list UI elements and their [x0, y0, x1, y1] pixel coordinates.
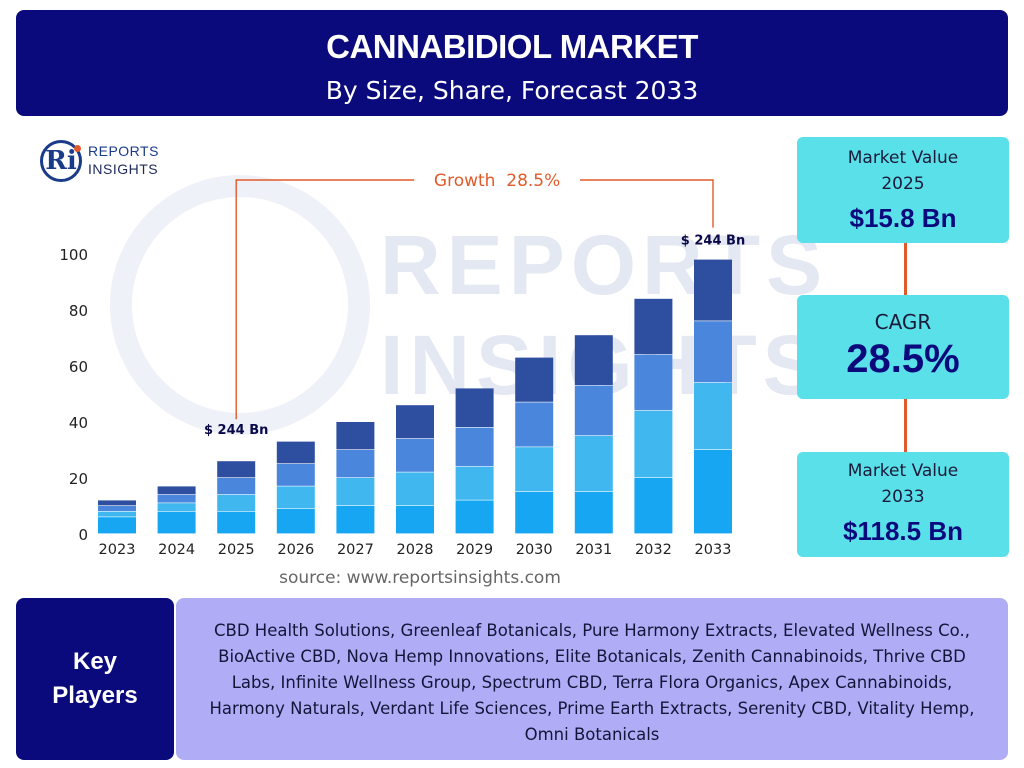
bar-segment [217, 478, 256, 495]
bar-segment [217, 494, 256, 511]
bar-segment [157, 511, 196, 534]
key-players-label-line2: Players [52, 682, 138, 709]
bar-segment [336, 478, 375, 506]
cagr-value: 28.5% [846, 337, 960, 381]
bar-series [98, 259, 732, 534]
end-value-label: $ 244 Bn [681, 234, 745, 249]
x-tick-label: 2031 [575, 542, 612, 558]
x-tick-label: 2024 [158, 542, 195, 558]
bar-segment [336, 450, 375, 478]
growth-bracket-left [235, 179, 415, 420]
growth-bracket-right [580, 179, 714, 228]
bar-segment [98, 506, 136, 511]
bar-segment [157, 494, 196, 503]
logo-text-insights: INSIGHTS [88, 161, 159, 177]
bar-segment [694, 382, 732, 450]
bar-segment [574, 385, 613, 436]
bar-segment [455, 388, 494, 427]
bar-segment [276, 464, 315, 486]
y-tick-label: 40 [69, 414, 88, 432]
x-axis: 2023 2024 2025 2026 2027 2028 2029 2030 2031 2032… [99, 542, 732, 558]
bar-segment [98, 511, 136, 517]
start-value-label: $ 244 Bn [204, 423, 268, 438]
x-tick-label: 2026 [277, 542, 314, 558]
market-value-2025-year: 2025 [881, 174, 925, 194]
bar-segment [694, 259, 732, 321]
bar-segment [515, 492, 554, 534]
bar-segment [217, 511, 256, 534]
x-tick-label: 2023 [99, 542, 136, 558]
x-tick-label: 2027 [337, 542, 374, 558]
page-title: CANNABIDIOL MARKET [326, 28, 698, 65]
bar-segment [157, 503, 196, 511]
y-tick-label: 0 [78, 526, 88, 544]
key-players-list: CBD Health Solutions, Greenleaf Botanica… [176, 598, 1008, 760]
header-banner: CANNABIDIOL MARKET By Size, Share, Forec… [16, 10, 1008, 116]
bar-segment [455, 427, 494, 467]
bar-segment [98, 517, 136, 534]
x-tick-label: 2033 [695, 542, 732, 558]
bar-segment [396, 472, 434, 506]
y-tick-label: 60 [69, 358, 88, 376]
bar-segment [574, 492, 613, 534]
connector-line [904, 243, 907, 295]
logo-text-reports: REPORTS [88, 143, 159, 159]
bar-segment [634, 410, 673, 478]
market-value-2033-value: $118.5 Bn [843, 516, 963, 546]
bar-segment [336, 422, 375, 450]
source-note: source: www.reportsinsights.com [279, 568, 561, 588]
bar-segment [276, 508, 315, 534]
chart-annotations: Growth 28.5% $ 244 Bn $ 244 Bn [204, 171, 745, 438]
x-tick-label: 2032 [635, 542, 672, 558]
bar-segment [455, 500, 494, 534]
key-players-label: Key Players [16, 598, 174, 760]
connector-line [904, 399, 907, 452]
bar-segment [574, 335, 613, 385]
x-tick-label: 2029 [456, 542, 493, 558]
bar-segment [694, 321, 732, 383]
watermark-line1: REPORTS [380, 218, 829, 312]
bar-segment [336, 506, 375, 534]
bar-segment [515, 357, 554, 402]
bar-segment [634, 478, 673, 534]
y-axis: 0 20 40 60 80 100 [59, 246, 88, 544]
key-players-label-line1: Key [72, 648, 118, 675]
bar-segment [634, 298, 673, 355]
market-value-2033-card: Market Value 2033 $118.5 Bn [797, 452, 1009, 557]
bar-segment [98, 500, 136, 506]
market-value-2025-card: Market Value 2025 $15.8 Bn [797, 137, 1009, 243]
market-value-2033-year: 2033 [881, 487, 925, 507]
bar-segment [396, 438, 434, 472]
cagr-card: CAGR 28.5% [797, 295, 1009, 399]
bar-segment [217, 461, 256, 478]
logo-mark: Ri [40, 140, 82, 182]
bar-segment [455, 466, 494, 500]
bar-segment [515, 402, 554, 447]
bar-segment [515, 447, 554, 492]
growth-label: Growth 28.5% [434, 171, 560, 191]
bar-segment [634, 354, 673, 411]
bar-segment [396, 506, 434, 534]
bar-segment [157, 486, 196, 495]
x-tick-label: 2028 [397, 542, 434, 558]
bar-segment [276, 441, 315, 464]
page-subtitle: By Size, Share, Forecast 2033 [325, 76, 699, 105]
y-tick-label: 80 [69, 302, 88, 320]
y-tick-label: 20 [69, 470, 88, 488]
y-tick-label: 100 [59, 246, 88, 264]
cagr-label: CAGR [874, 310, 932, 334]
bar-segment [396, 405, 434, 439]
x-tick-label: 2030 [516, 542, 553, 558]
company-logo: Ri REPORTS INSIGHTS [40, 140, 190, 186]
x-tick-label: 2025 [218, 542, 255, 558]
market-value-2033-label: Market Value [847, 461, 959, 481]
market-value-2025-label: Market Value [847, 148, 959, 168]
market-value-2025-value: $15.8 Bn [849, 203, 957, 233]
bar-segment [694, 450, 732, 534]
bar-segment [574, 436, 613, 492]
bar-segment [276, 486, 315, 509]
